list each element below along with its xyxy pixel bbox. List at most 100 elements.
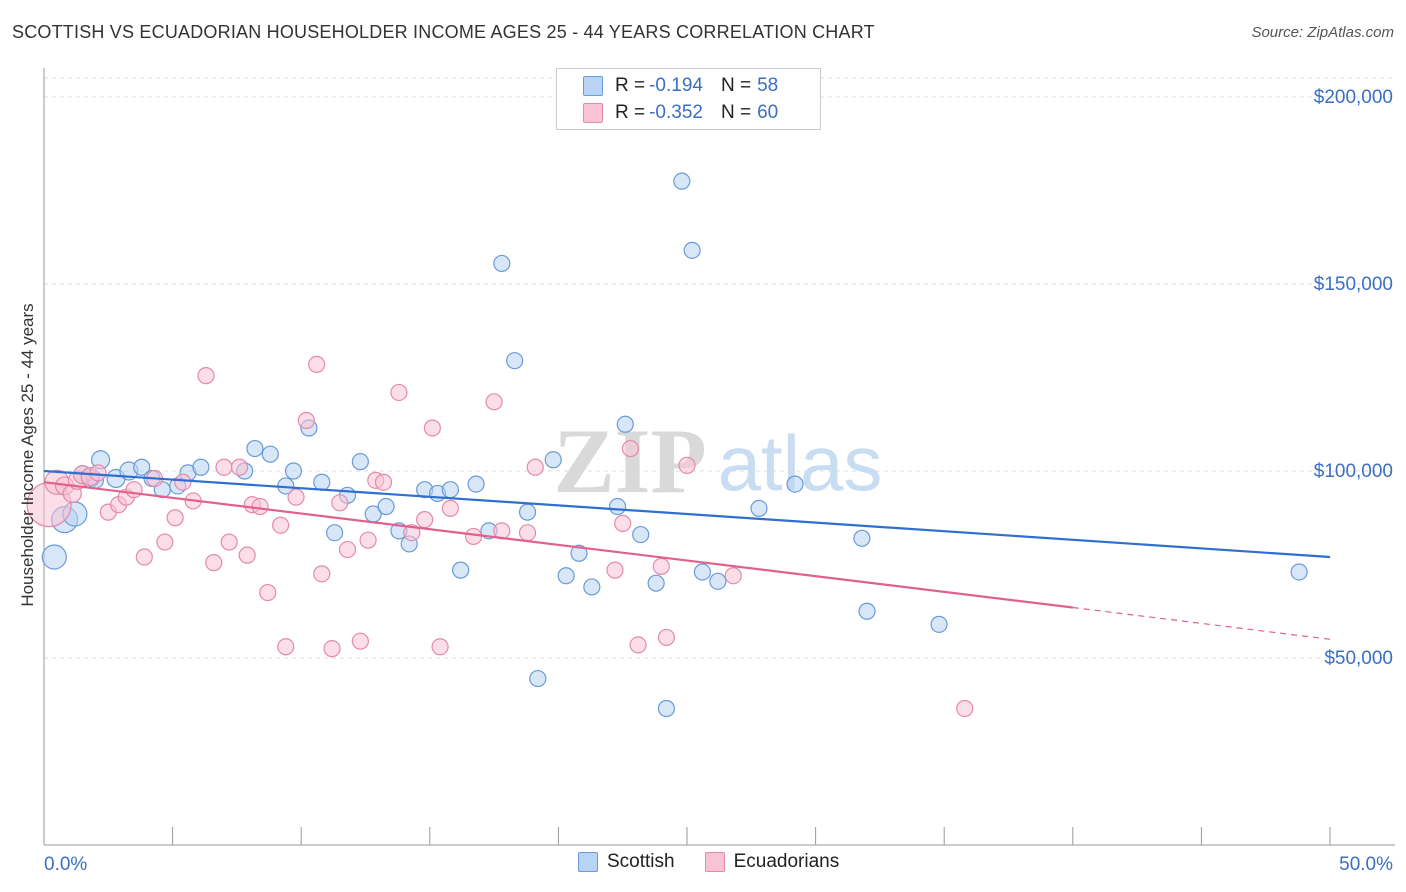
scottish-point — [608, 497, 627, 516]
grid-lines — [44, 77, 1395, 659]
scottish-point — [529, 669, 547, 688]
ecuadorian-point — [374, 473, 393, 491]
watermark: ZIP atlas — [553, 410, 882, 512]
legend-label-ecuadorians: Ecuadorians — [733, 851, 840, 872]
legend-n-label: N = — [720, 75, 752, 96]
ecuadorian-point — [272, 516, 290, 534]
scottish-trend-line — [43, 469, 1331, 559]
ecuadorian-point — [277, 638, 295, 656]
scottish-point — [377, 497, 395, 516]
ecuadorian-trend-extension — [1072, 606, 1331, 640]
watermark-atlas: atlas — [718, 419, 883, 507]
ecuadorian-swatch — [583, 103, 603, 123]
ecuadorian-point — [156, 533, 174, 551]
ecuadorian-point — [205, 554, 223, 572]
scottish-point — [192, 458, 210, 476]
scottish-point — [632, 525, 650, 544]
legend-r-label: R = — [615, 75, 646, 96]
scottish-swatch — [578, 852, 598, 872]
legend-item-ecuadorians: Ecuadorians — [704, 851, 840, 873]
ecuadorian-point — [621, 439, 640, 458]
legend-n-value: 58 — [757, 75, 779, 96]
chart-title: SCOTTISH VS ECUADORIAN HOUSEHOLDER INCOM… — [12, 22, 875, 42]
ecuadorian-point — [197, 367, 215, 385]
ecuadorian-point — [308, 355, 326, 374]
y-axis-label: Householder Income Ages 25 - 44 years — [18, 303, 37, 607]
scottish-point — [493, 254, 511, 273]
scottish-point — [750, 499, 768, 517]
scottish-point — [853, 529, 871, 547]
ecuadorian-point — [614, 514, 632, 532]
ecuadorian-point — [89, 464, 107, 482]
ecuadorian-point — [629, 636, 647, 654]
scottish-point — [518, 503, 537, 521]
ecuadorian-point — [220, 533, 238, 551]
scottish-point — [326, 524, 344, 542]
ecuadorian-point — [485, 393, 503, 411]
x-tick-label: 50.0% — [1339, 854, 1393, 875]
ecuadorian-point — [464, 527, 483, 546]
x-tick-label: 0.0% — [44, 854, 87, 875]
y-tick-label: $100,000 — [1314, 461, 1393, 482]
scottish-point — [570, 544, 588, 562]
scottish-point — [133, 458, 151, 476]
ecuadorian-point — [125, 481, 143, 499]
ecuadorian-point — [259, 583, 277, 602]
legend-r-value: -0.194 — [649, 75, 703, 96]
ecuadorian-trend-line — [43, 481, 1073, 609]
ecuadorian-point — [135, 548, 153, 566]
legend-r-value: -0.352 — [649, 102, 703, 123]
ecuadorian-point — [359, 531, 377, 549]
ecuadorian-point — [313, 565, 331, 583]
scottish-point — [693, 563, 712, 581]
legend-row-ecuadorians: R = -0.352 N = 60 — [583, 100, 778, 126]
ecuadorian-point — [678, 456, 696, 474]
scottish-point — [858, 602, 876, 620]
scottish-point — [284, 462, 303, 480]
ecuadorian-point — [416, 511, 434, 529]
scottish-point — [441, 481, 459, 499]
ecuadorian-point — [215, 458, 233, 476]
legend-label-scottish: Scottish — [607, 851, 675, 872]
legend-r-label: R = — [615, 102, 646, 123]
ecuadorian-point — [518, 524, 537, 542]
trend-lines — [43, 469, 1331, 640]
y-tick-label: $50,000 — [1324, 648, 1393, 669]
source-label: Source: ZipAtlas.com — [1251, 24, 1394, 41]
ecuadorian-point — [403, 524, 421, 542]
scottish-point — [506, 352, 524, 370]
data-points — [26, 172, 1308, 718]
scottish-point — [246, 439, 264, 458]
stats-legend: R = -0.194 N = 58 R = -0.352 N = 60 — [556, 68, 821, 130]
legend-n-label: N = — [720, 102, 752, 123]
scottish-point — [261, 445, 279, 463]
scottish-point — [930, 615, 948, 633]
axes — [43, 68, 1395, 846]
ecuadorian-point — [331, 494, 349, 512]
scottish-point — [544, 451, 562, 469]
ecuadorian-point — [297, 411, 315, 430]
ecuadorian-point — [724, 567, 742, 585]
scottish-point — [616, 415, 634, 433]
legend-item-scottish: Scottish — [578, 851, 675, 873]
scottish-point — [657, 699, 676, 718]
ecuadorian-point — [230, 458, 249, 476]
scottish-point — [673, 172, 691, 190]
ecuadorian-point — [166, 509, 184, 527]
scottish-point — [467, 475, 485, 493]
scottish-swatch — [583, 76, 603, 96]
ecuadorian-point — [652, 557, 670, 575]
legend-row-scottish: R = -0.194 N = 58 — [583, 73, 778, 99]
ecuadorian-point — [431, 638, 449, 656]
y-tick-label: $200,000 — [1314, 87, 1393, 108]
scottish-point — [1290, 563, 1308, 581]
tick-labels: $50,000 $100,000 $150,000 $200,000 0.0% 50.0% — [44, 87, 1393, 875]
series-legend: Scottish Ecuadorians — [578, 851, 869, 873]
legend-n-value: 60 — [757, 102, 779, 123]
scottish-point — [557, 567, 575, 585]
ecuadorian-point — [606, 561, 624, 579]
scottish-point — [647, 574, 665, 592]
ecuadorian-point — [657, 628, 676, 647]
scottish-point — [41, 544, 67, 570]
